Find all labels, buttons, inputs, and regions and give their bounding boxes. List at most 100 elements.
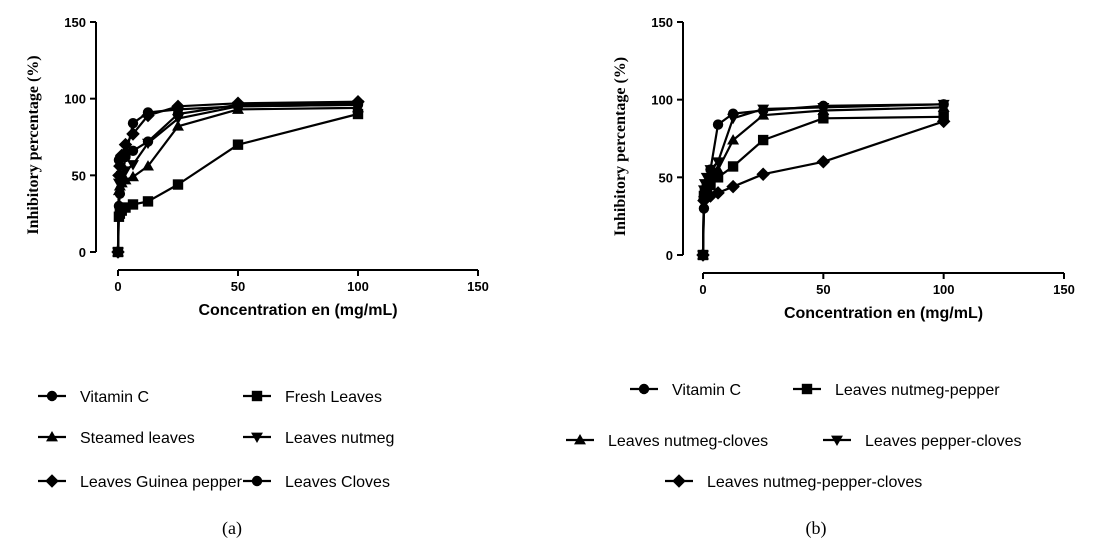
series-line — [116, 102, 359, 253]
legend-entry: Leaves pepper-cloves — [823, 433, 1022, 450]
data-point — [172, 179, 184, 190]
legend-marker — [801, 383, 813, 395]
legend-marker — [45, 474, 59, 488]
legend-entry: Vitamin C — [630, 382, 741, 399]
data-point — [171, 99, 185, 114]
legend-entry: Leaves nutmeg-pepper — [793, 382, 1000, 399]
data-point — [727, 113, 740, 125]
panel-label: (b) — [806, 518, 827, 539]
x-tick-label: 50 — [816, 282, 830, 297]
legend-label: Leaves Guinea pepper — [80, 474, 243, 491]
y-tick-label: 0 — [666, 248, 673, 263]
y-tick-label: 150 — [64, 15, 86, 30]
data-point — [757, 104, 770, 115]
legend-entry: Vitamin C — [38, 389, 149, 406]
x-axis-title: Concentration en (mg/mL) — [198, 302, 397, 319]
legend-label: Vitamin C — [672, 382, 741, 399]
data-point — [127, 170, 139, 182]
series-line — [701, 106, 944, 256]
legend-entry: Steamed leaves — [38, 430, 195, 447]
data-point — [352, 98, 364, 109]
legend-marker — [251, 390, 263, 402]
data-point — [127, 199, 139, 210]
data-point — [141, 108, 155, 123]
series-line — [701, 115, 944, 256]
legend-entry: Leaves Guinea pepper — [38, 474, 243, 491]
x-axis-title: Concentration en (mg/mL) — [784, 305, 983, 322]
data-point — [704, 165, 717, 176]
legend-marker — [831, 435, 843, 446]
data-point — [726, 179, 740, 194]
panel-label: (a) — [222, 518, 242, 539]
x-tick-label: 100 — [933, 282, 955, 297]
legend-marker — [638, 383, 650, 395]
data-point — [698, 179, 711, 190]
legend-label: Steamed leaves — [80, 430, 195, 447]
legend-entry: Leaves nutmeg-pepper-cloves — [665, 474, 922, 491]
x-tick-label: 150 — [467, 279, 489, 294]
legend-entry: Leaves nutmeg — [243, 430, 394, 447]
legend-marker — [672, 474, 686, 488]
data-point — [818, 113, 829, 124]
legend-marker — [251, 432, 263, 443]
series-3 — [697, 101, 950, 260]
legend-label: Leaves nutmeg — [285, 430, 394, 447]
data-point — [112, 246, 124, 258]
data-point — [816, 155, 831, 169]
data-point — [127, 145, 139, 156]
data-point — [120, 202, 131, 213]
x-tick-label: 100 — [347, 279, 369, 294]
legend-label: Leaves nutmeg-cloves — [608, 433, 768, 450]
series-line — [701, 103, 944, 256]
data-point — [126, 127, 140, 141]
data-point — [142, 196, 154, 207]
data-point — [232, 99, 244, 111]
data-point — [936, 114, 951, 129]
data-point — [172, 120, 184, 131]
legend-marker — [251, 475, 263, 487]
series-line — [701, 103, 944, 256]
data-point — [172, 108, 184, 120]
legend-marker — [46, 431, 58, 442]
data-point — [142, 160, 154, 171]
data-point — [697, 185, 710, 196]
series-2 — [112, 108, 364, 258]
y-tick-label: 50 — [72, 168, 86, 183]
data-point — [352, 108, 364, 120]
legend-entry: Leaves Cloves — [243, 474, 390, 491]
x-tick-label: 0 — [114, 279, 121, 294]
y-tick-label: 0 — [79, 245, 86, 260]
y-tick-label: 150 — [651, 15, 673, 30]
data-point — [142, 136, 154, 147]
chart-panel-1: 0 50 100 150 0 50 100 150 Concentration en (mg/m… — [25, 15, 489, 539]
legend-label: Fresh Leaves — [285, 389, 382, 406]
data-point — [127, 160, 139, 171]
series-5 — [696, 114, 951, 262]
chart-panel-2: 0 50 100 150 0 50 100 150 Concentration en (mg/m… — [566, 15, 1075, 539]
y-axis-title: Inhibitory percentage (%) — [25, 55, 42, 234]
data-point — [727, 161, 739, 172]
legend-label: Leaves pepper-cloves — [865, 433, 1022, 450]
data-point — [756, 167, 770, 181]
y-axis-title: Inhibitory percentage (%) — [612, 57, 629, 236]
data-point — [757, 134, 769, 146]
legend-marker — [574, 434, 586, 445]
legend-label: Leaves Cloves — [285, 474, 390, 491]
series-line — [116, 103, 359, 253]
data-point — [127, 118, 139, 129]
x-tick-label: 150 — [1053, 282, 1075, 297]
data-point — [712, 157, 725, 168]
data-point — [711, 186, 725, 200]
series-line — [116, 103, 359, 253]
data-point — [712, 172, 724, 183]
y-tick-label: 100 — [651, 93, 673, 108]
series-5 — [111, 94, 365, 259]
data-point — [712, 163, 725, 174]
x-tick-label: 50 — [231, 279, 245, 294]
legend-entry: Fresh Leaves — [243, 389, 382, 406]
series-6 — [112, 98, 364, 258]
y-tick-label: 50 — [659, 170, 673, 185]
data-point — [232, 139, 244, 150]
series-3 — [112, 101, 364, 257]
